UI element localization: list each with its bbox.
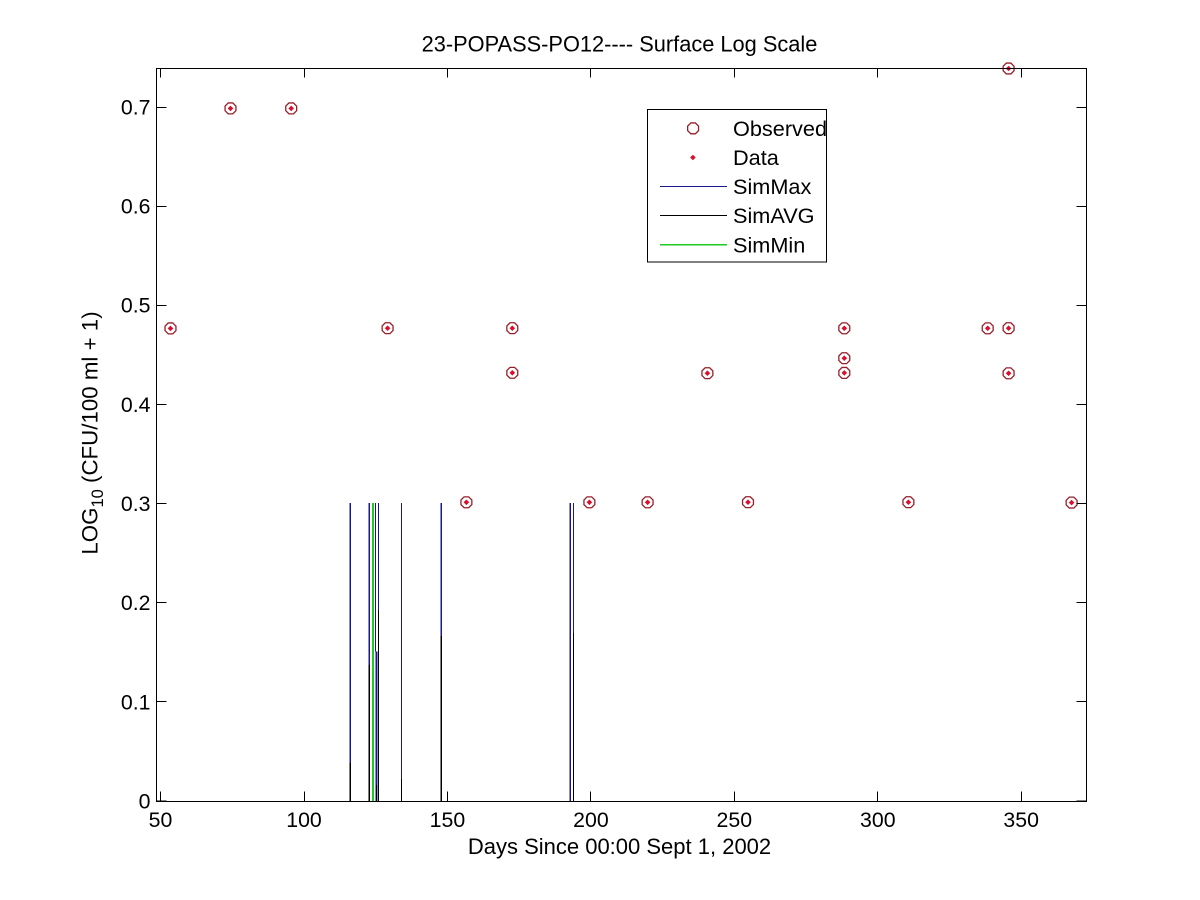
svg-text:0.2: 0.2 xyxy=(121,591,151,615)
svg-text:0.5: 0.5 xyxy=(121,294,151,318)
svg-text:350: 350 xyxy=(1003,808,1039,832)
svg-text:LOG10 (CFU/100 ml + 1): LOG10 (CFU/100 ml + 1) xyxy=(78,311,108,554)
svg-text:0.1: 0.1 xyxy=(121,690,151,714)
svg-text:Data: Data xyxy=(733,145,780,170)
svg-text:100: 100 xyxy=(286,808,322,832)
svg-text:Days Since 00:00 Sept 1, 2002: Days Since 00:00 Sept 1, 2002 xyxy=(468,834,771,859)
svg-text:0: 0 xyxy=(139,790,151,814)
svg-text:250: 250 xyxy=(717,808,753,832)
svg-text:0.3: 0.3 xyxy=(121,492,151,516)
svg-text:50: 50 xyxy=(149,808,173,832)
svg-text:200: 200 xyxy=(573,808,609,832)
svg-text:300: 300 xyxy=(860,808,896,832)
svg-text:0.4: 0.4 xyxy=(121,393,151,417)
svg-text:150: 150 xyxy=(430,808,466,832)
svg-text:23-POPASS-PO12---- Surface Log: 23-POPASS-PO12---- Surface Log Scale xyxy=(422,32,818,57)
svg-text:Observed: Observed xyxy=(733,116,827,141)
svg-text:SimMin: SimMin xyxy=(733,232,805,257)
svg-text:0.6: 0.6 xyxy=(121,195,151,219)
svg-text:0.7: 0.7 xyxy=(121,96,151,120)
svg-text:SimAVG: SimAVG xyxy=(733,203,815,228)
svg-text:SimMax: SimMax xyxy=(733,174,811,199)
